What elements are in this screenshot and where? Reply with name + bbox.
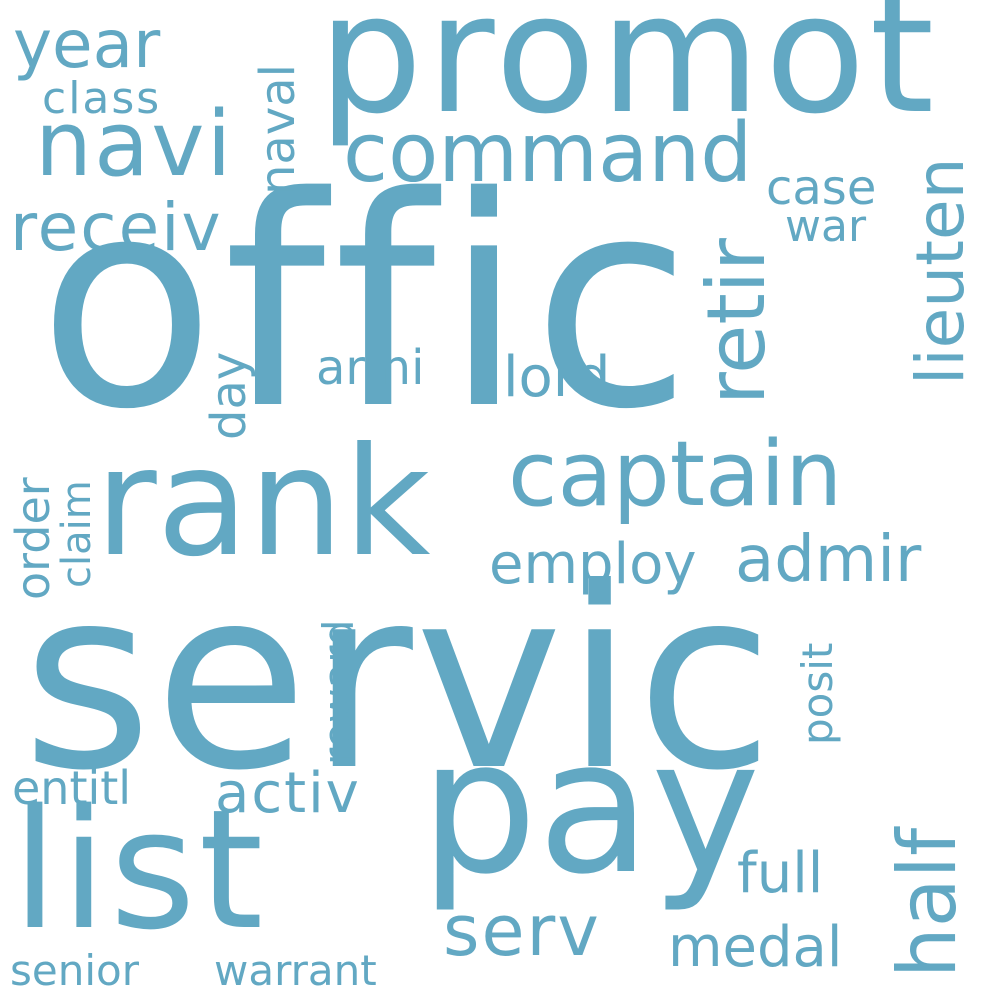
word-senior: senior	[10, 946, 139, 995]
word-year: year	[13, 6, 161, 83]
word-activ: activ	[215, 761, 361, 826]
word-serv: serv	[443, 890, 601, 972]
word-reward: reward	[314, 619, 363, 765]
word-servic: servic	[22, 534, 776, 825]
word-navi: navi	[35, 92, 234, 197]
word-medal: medal	[668, 915, 843, 980]
word-war: war	[785, 201, 867, 252]
word-armi: armi	[316, 340, 425, 396]
word-rank: rank	[95, 416, 431, 590]
word-day: day	[201, 351, 257, 440]
word-admir: admir	[735, 523, 922, 597]
word-lieuten: lieuten	[902, 157, 979, 385]
word-order: order	[6, 477, 60, 600]
word-employ: employ	[489, 532, 697, 597]
word-class: class	[42, 73, 162, 124]
word-retir: retir	[690, 238, 783, 405]
word-receiv: receiv	[10, 189, 223, 266]
word-warrant: warrant	[214, 946, 377, 995]
word-promot: promot	[318, 0, 939, 150]
word-claim: claim	[54, 480, 100, 588]
word-pay: pay	[420, 699, 761, 915]
word-captain: captain	[508, 422, 843, 527]
word-entitl: entitl	[12, 761, 132, 815]
word-naval: naval	[250, 64, 306, 195]
word-list: list	[12, 774, 267, 966]
word-lord: lord	[503, 345, 611, 410]
word-posit: posit	[793, 642, 842, 745]
word-half: half	[881, 827, 974, 978]
word-full: full	[737, 841, 824, 906]
word-case: case	[766, 160, 877, 216]
word-offic: offic	[38, 136, 700, 473]
word-command: command	[343, 106, 753, 201]
